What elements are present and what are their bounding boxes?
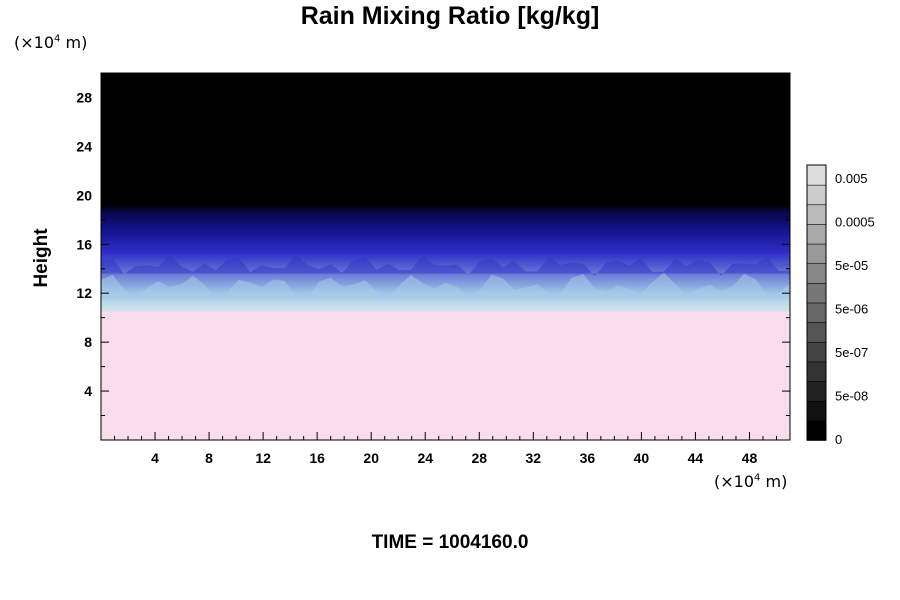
upper-band — [101, 254, 790, 276]
colorbar-label: 5e-06 — [835, 302, 868, 317]
x-tick-label: 48 — [742, 450, 758, 466]
x-tick-label: 44 — [688, 450, 704, 466]
colorbar-label: 0.005 — [835, 171, 868, 186]
x-tick-label: 28 — [471, 450, 487, 466]
y-tick-label: 4 — [84, 383, 92, 399]
x-tick-label: 32 — [526, 450, 542, 466]
colorbar: 0.005 0.0005 5e-05 5e-06 5e-07 5e-08 0 — [806, 164, 875, 447]
colorbar-swatch — [806, 380, 827, 402]
colorbar-frame — [806, 164, 827, 441]
y-tick-label: 28 — [76, 89, 92, 105]
x-tick-label: 40 — [634, 450, 650, 466]
plot-frame — [100, 72, 791, 441]
plot-area — [100, 72, 791, 441]
chart-title: Rain Mixing Ratio [kg/kg] — [300, 2, 600, 30]
colorbar-label: 0 — [835, 432, 842, 447]
colorbar-label: 0.0005 — [835, 215, 875, 230]
cloud-band — [101, 272, 790, 300]
colorbar-swatch — [806, 164, 827, 186]
colorbar-swatch — [806, 420, 827, 441]
colorbar-label: 5e-08 — [835, 389, 868, 404]
lower-layer — [101, 311, 790, 440]
colorbar-swatch — [806, 223, 827, 245]
y-axis: 4 8 12 16 20 24 28 — [76, 72, 790, 417]
x-axis: 4 8 12 16 20 24 28 32 36 40 44 48 — [114, 432, 777, 466]
colorbar-swatch — [806, 302, 827, 323]
y-tick-label: 16 — [76, 236, 92, 252]
colorbar-swatch — [806, 282, 827, 304]
colorbar-swatch — [806, 262, 827, 284]
x-axis-unit: (×104 m) — [714, 472, 788, 491]
colorbar-swatch — [806, 184, 827, 206]
x-tick-label: 8 — [205, 450, 213, 466]
colorbar-swatch — [806, 341, 827, 363]
x-tick-label: 24 — [417, 450, 433, 466]
colorbar-swatch — [806, 243, 827, 265]
colorbar-swatch — [806, 203, 827, 225]
x-tick-label: 4 — [151, 450, 159, 466]
x-tick-label: 36 — [580, 450, 596, 466]
y-axis-unit: (×104 m) — [14, 33, 88, 52]
x-tick-label: 12 — [255, 450, 271, 466]
x-tick-label: 20 — [363, 450, 379, 466]
colorbar-swatch — [806, 400, 827, 422]
colorbar-label: 5e-07 — [835, 345, 868, 360]
time-label: TIME = 1004160.0 — [371, 532, 529, 553]
colorbar-swatch — [806, 321, 827, 343]
y-tick-label: 8 — [84, 334, 92, 350]
colorbar-label: 5e-05 — [835, 258, 868, 273]
y-tick-label: 24 — [76, 138, 92, 154]
x-tick-label: 16 — [309, 450, 325, 466]
y-tick-label: 20 — [76, 187, 92, 203]
colorbar-swatch — [806, 361, 827, 382]
y-tick-label: 12 — [76, 285, 92, 301]
